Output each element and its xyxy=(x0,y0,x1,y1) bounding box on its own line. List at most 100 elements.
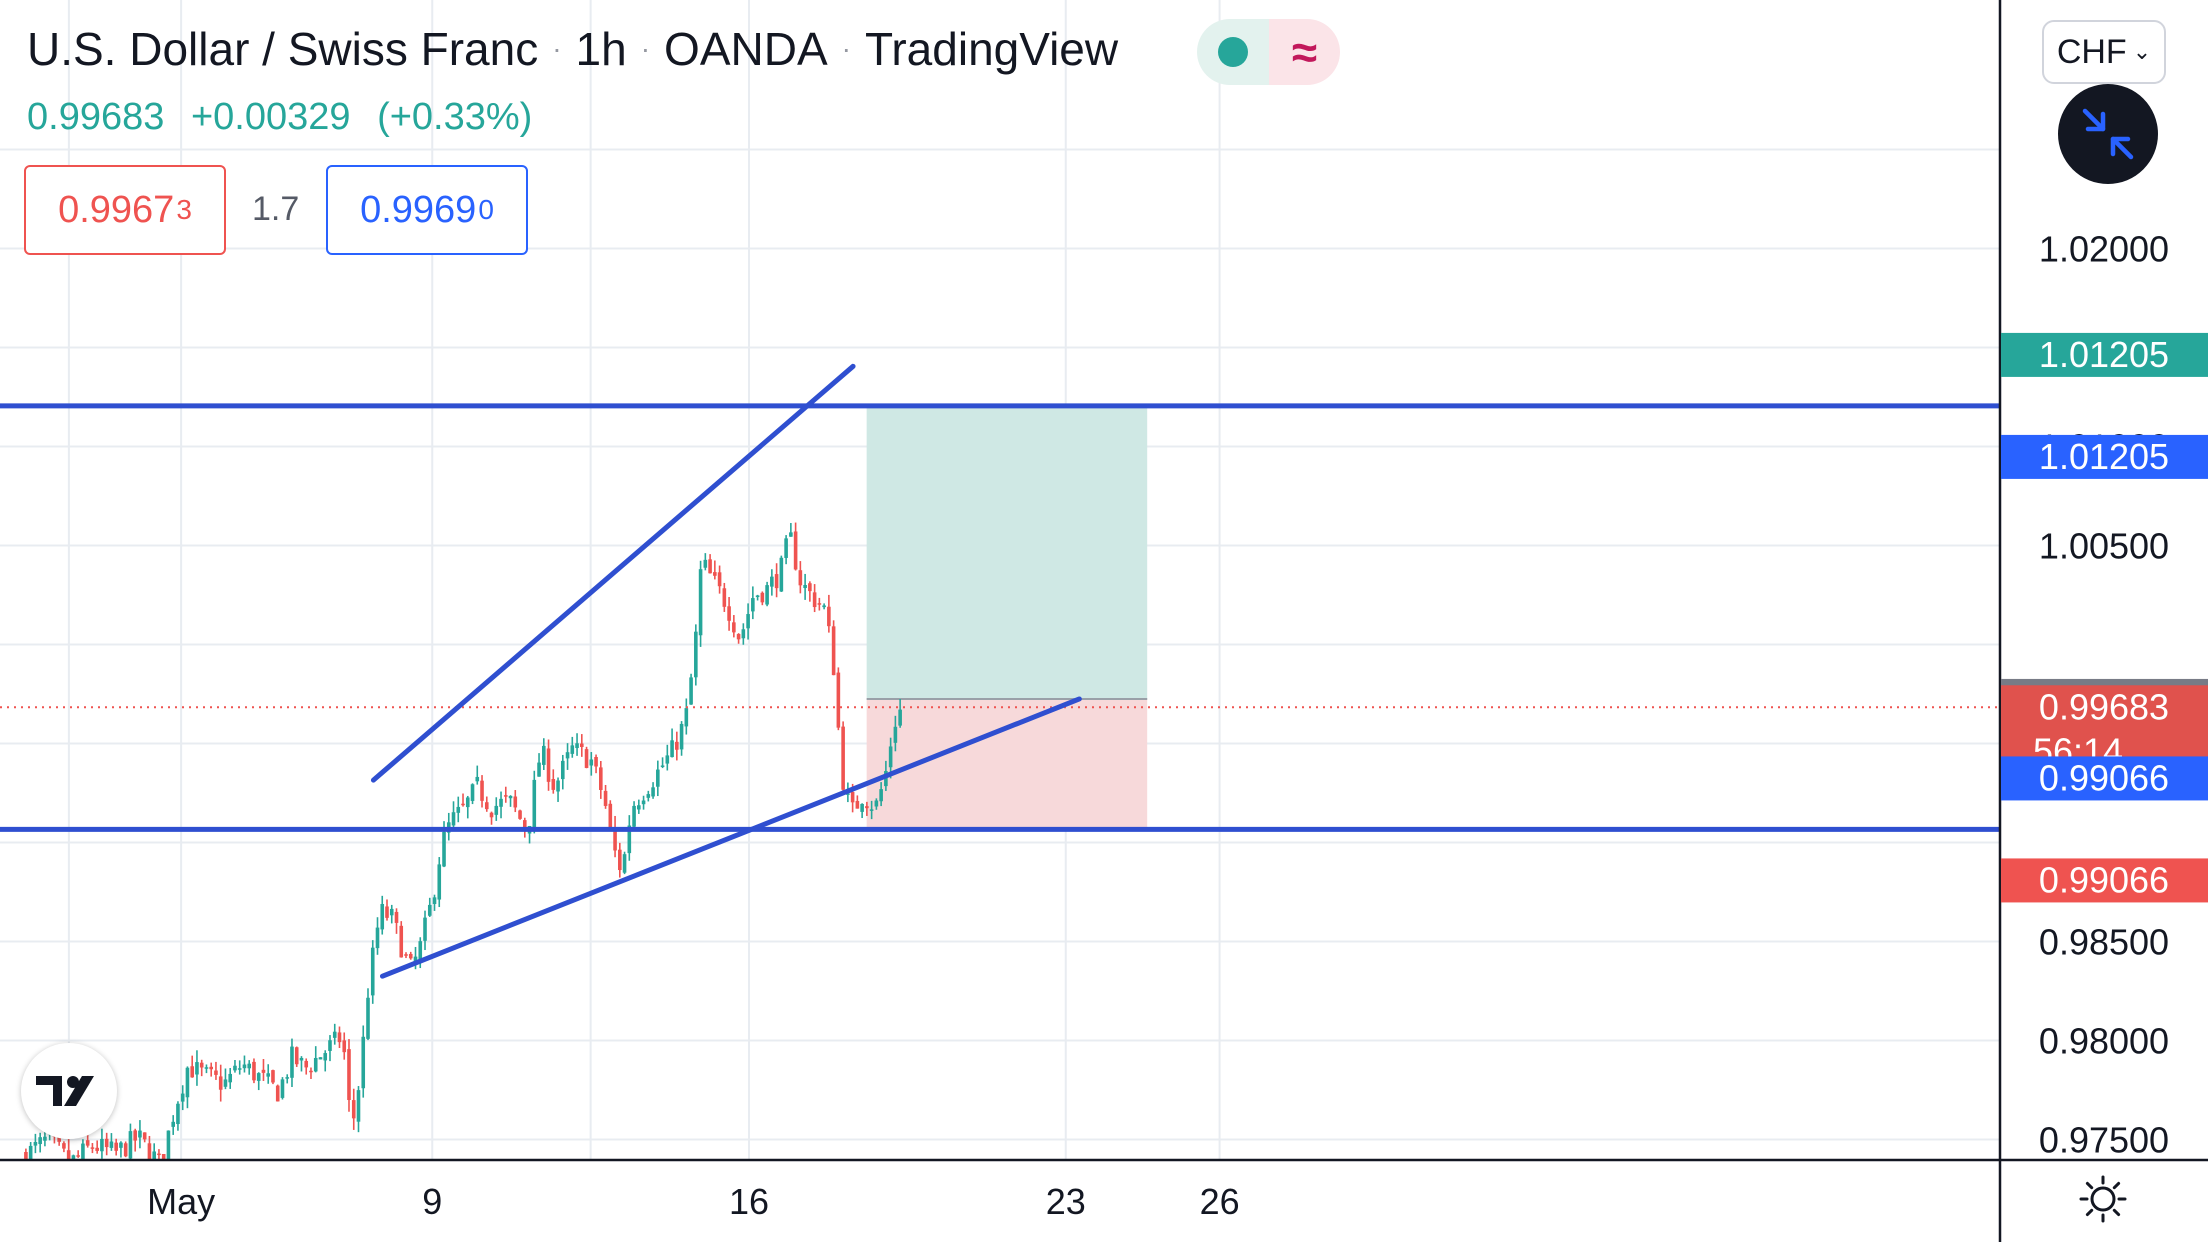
candle-body xyxy=(736,634,741,640)
candle-body xyxy=(90,1147,95,1149)
candle-body xyxy=(694,631,698,678)
candle-body xyxy=(751,598,755,612)
candle-body xyxy=(722,588,727,607)
trend-lines[interactable] xyxy=(370,363,1082,979)
candle-body xyxy=(104,1138,109,1148)
candle-body xyxy=(437,864,442,900)
candle-body xyxy=(389,908,394,916)
candle-body xyxy=(599,767,603,790)
price-badge xyxy=(2001,858,2208,903)
sell-button[interactable]: 0.9967 3 xyxy=(24,165,226,255)
candle-body xyxy=(204,1067,209,1069)
candle-body xyxy=(865,806,869,809)
axis-labels: 0.975000.980000.985001.005001.010001.020… xyxy=(147,229,2208,1222)
last-price: 0.99683 xyxy=(27,96,165,138)
buy-button[interactable]: 0.9969 0 xyxy=(326,165,528,255)
time-tick-label: 26 xyxy=(1200,1181,1240,1222)
collapse-button[interactable] xyxy=(2058,84,2158,184)
candle-body xyxy=(366,997,370,1039)
candle-body xyxy=(779,557,784,592)
candle-body xyxy=(575,743,579,749)
candle-body xyxy=(679,723,684,750)
candle-body xyxy=(157,1153,161,1156)
candle-body xyxy=(95,1147,99,1151)
collapse-arrows-icon xyxy=(2082,108,2134,160)
separator-dot: · xyxy=(841,33,851,64)
candle-body xyxy=(675,741,679,750)
candle-body xyxy=(28,1145,33,1167)
spread-value: 1.7 xyxy=(252,190,300,228)
candle-body xyxy=(613,827,617,851)
chevron-down-icon: ⌄ xyxy=(2132,39,2152,64)
candle-body xyxy=(546,748,551,782)
candle-body xyxy=(66,1150,71,1164)
price-badge-label: 0.99066 xyxy=(2039,757,2169,798)
candle-body xyxy=(190,1066,194,1078)
candle-body xyxy=(166,1130,171,1159)
settings-gear-icon[interactable] xyxy=(2078,1174,2128,1224)
interval-label[interactable]: 1h xyxy=(575,23,627,75)
candle-body xyxy=(480,780,484,801)
candle-body xyxy=(185,1067,190,1098)
market-status-pill[interactable]: ≈ xyxy=(1197,19,1340,85)
price-change-pct: (+0.33%) xyxy=(377,96,533,138)
candle-body xyxy=(831,626,836,676)
candle-body xyxy=(100,1138,104,1152)
candle-body xyxy=(351,1100,356,1119)
candle-body xyxy=(233,1065,237,1071)
candle-body xyxy=(418,941,423,960)
status-dot-icon xyxy=(1218,37,1248,67)
candle-body xyxy=(318,1057,323,1060)
candle-body xyxy=(442,831,446,867)
candle-body xyxy=(817,603,822,605)
candle-body xyxy=(337,1032,342,1043)
trend-line-lower-channel xyxy=(379,696,1082,979)
horizontal-levels[interactable] xyxy=(0,403,2000,832)
candle-body xyxy=(71,1155,76,1161)
currency-button[interactable]: CHF ⌄ xyxy=(2042,20,2166,84)
candle-body xyxy=(689,677,693,705)
price-badge xyxy=(2001,332,2208,377)
sell-pip: 3 xyxy=(176,194,192,225)
candle-body xyxy=(304,1060,309,1068)
symbol-header[interactable]: U.S. Dollar / Swiss Franc · 1h · OANDA ·… xyxy=(27,22,1118,76)
price-tick-label: 0.98500 xyxy=(2039,922,2169,963)
candle-body xyxy=(803,584,807,589)
candle-body xyxy=(209,1066,214,1070)
price-tick-label: 1.02000 xyxy=(2039,229,2169,270)
candle-body xyxy=(770,576,774,587)
candle-body xyxy=(508,795,513,799)
candle-body xyxy=(38,1137,42,1145)
price-badge-label: 0.99683 xyxy=(2039,686,2169,727)
candle-body xyxy=(846,793,850,795)
candle-body xyxy=(822,605,826,608)
candle-body xyxy=(142,1132,147,1140)
candle-body xyxy=(413,956,418,963)
candle-body xyxy=(256,1073,261,1081)
candle-body xyxy=(199,1062,204,1068)
candle-body xyxy=(836,672,841,728)
buy-pip: 0 xyxy=(478,194,494,225)
candle-body xyxy=(513,796,518,808)
time-tick-label: 9 xyxy=(422,1181,442,1222)
candle-body xyxy=(347,1049,351,1101)
candle-body xyxy=(266,1073,271,1077)
price-axis-panel xyxy=(2000,0,2208,1242)
candle-body xyxy=(152,1151,156,1162)
candle-body xyxy=(280,1079,285,1098)
market-open-indicator xyxy=(1197,19,1269,85)
candle-body xyxy=(332,1031,337,1038)
tradingview-logo-icon xyxy=(36,1076,94,1106)
candle-body xyxy=(551,779,556,790)
buy-price: 0.9969 xyxy=(360,188,477,231)
tradingview-logo[interactable] xyxy=(21,1043,117,1139)
candle-body xyxy=(855,800,860,809)
candle-body xyxy=(570,745,575,754)
candle-body xyxy=(717,572,722,587)
candle-body xyxy=(841,726,845,790)
candle-body xyxy=(404,954,408,956)
price-badge-label: 1.01205 xyxy=(2039,436,2169,477)
candle-body xyxy=(732,622,736,633)
